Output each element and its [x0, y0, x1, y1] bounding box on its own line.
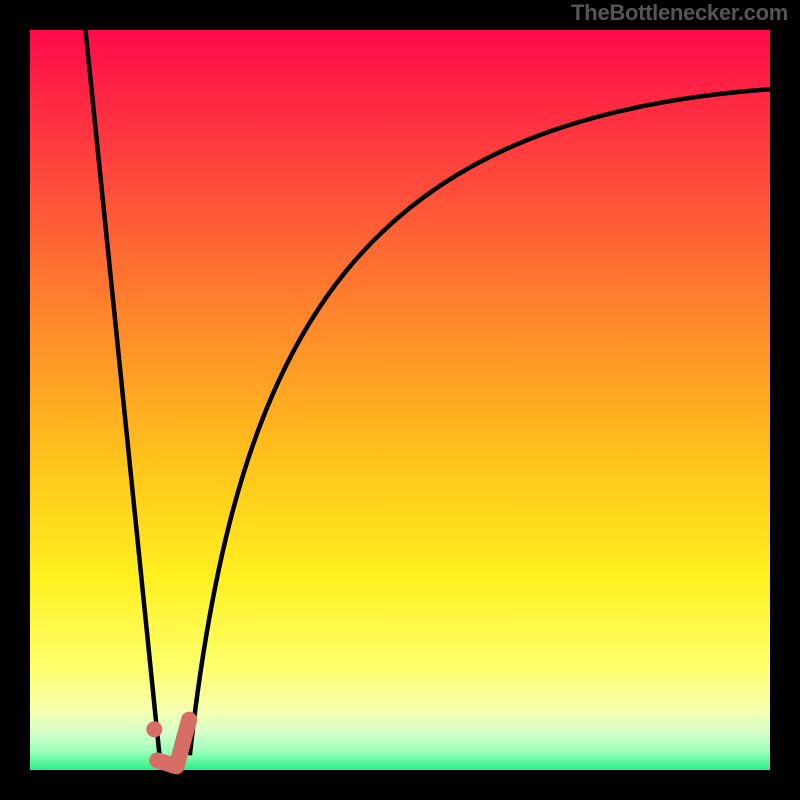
chart-svg — [0, 0, 800, 800]
chart-container: TheBottlenecker.com — [0, 0, 800, 800]
watermark-text: TheBottlenecker.com — [571, 0, 788, 26]
plot-background — [30, 30, 770, 770]
marker-dot — [146, 721, 162, 737]
